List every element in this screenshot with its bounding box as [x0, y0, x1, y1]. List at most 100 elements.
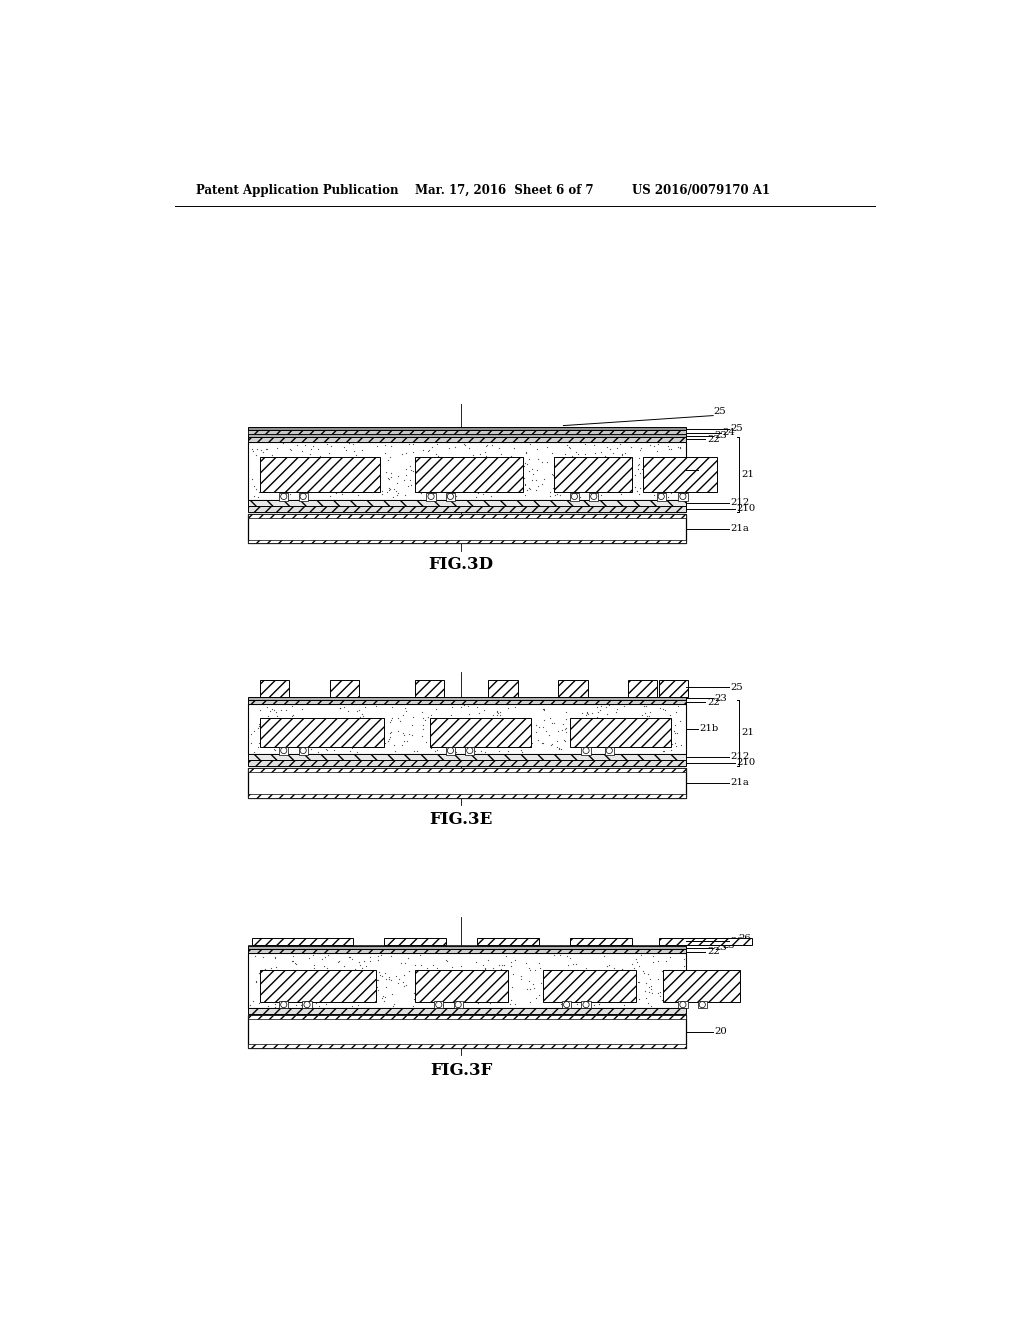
Text: 24: 24	[722, 428, 735, 437]
Circle shape	[428, 494, 434, 499]
Point	[537, 469, 553, 490]
Point	[480, 458, 497, 479]
Point	[554, 985, 570, 1006]
Point	[259, 438, 275, 459]
Point	[569, 719, 586, 741]
Point	[653, 961, 670, 982]
Text: 22: 22	[707, 436, 720, 444]
Point	[517, 484, 534, 506]
Point	[433, 723, 450, 744]
Point	[467, 454, 483, 475]
Point	[585, 711, 601, 733]
Point	[388, 480, 404, 502]
Circle shape	[447, 494, 454, 499]
Point	[367, 962, 383, 983]
Point	[510, 722, 526, 743]
Point	[456, 446, 472, 467]
Point	[342, 709, 358, 730]
Point	[635, 479, 651, 500]
Point	[410, 741, 426, 762]
Point	[356, 450, 373, 471]
Point	[341, 946, 357, 968]
Point	[513, 965, 529, 986]
Point	[579, 958, 595, 979]
Point	[367, 978, 383, 999]
Point	[524, 733, 541, 754]
Point	[327, 739, 343, 760]
Point	[577, 444, 593, 465]
Point	[512, 478, 528, 499]
Point	[248, 479, 264, 500]
Point	[623, 477, 639, 498]
Text: 21a: 21a	[730, 779, 749, 787]
Point	[596, 479, 612, 500]
Point	[313, 960, 330, 981]
Point	[383, 945, 399, 966]
Point	[459, 729, 475, 750]
Point	[347, 958, 364, 979]
Point	[259, 453, 275, 474]
Point	[427, 982, 443, 1003]
Point	[280, 981, 296, 1002]
Point	[513, 968, 529, 989]
Point	[648, 710, 665, 731]
Point	[556, 451, 572, 473]
Point	[366, 715, 382, 737]
Point	[673, 734, 689, 755]
Circle shape	[455, 1002, 461, 1007]
Point	[658, 974, 675, 995]
Bar	[248, 697, 686, 700]
Point	[364, 961, 380, 982]
Text: 212: 212	[730, 752, 750, 762]
Point	[423, 457, 439, 478]
Point	[263, 957, 280, 978]
Point	[503, 446, 519, 467]
Point	[312, 475, 329, 496]
Point	[589, 461, 605, 482]
Point	[552, 475, 568, 496]
Point	[354, 957, 371, 978]
Bar	[248, 430, 686, 434]
Point	[605, 957, 622, 978]
Point	[662, 462, 678, 483]
Point	[292, 454, 308, 475]
Point	[338, 717, 354, 738]
Point	[311, 709, 328, 730]
Point	[347, 461, 364, 482]
Point	[407, 989, 423, 1010]
Bar	[554, 457, 632, 492]
Point	[385, 479, 401, 500]
Bar	[445, 747, 455, 755]
Point	[287, 466, 303, 487]
Point	[286, 454, 302, 475]
Point	[469, 697, 485, 718]
Point	[444, 696, 461, 717]
Point	[589, 706, 605, 727]
Point	[572, 486, 589, 507]
Point	[657, 950, 674, 972]
Bar	[248, 945, 686, 946]
Point	[284, 705, 300, 726]
Point	[342, 946, 358, 968]
Point	[435, 974, 452, 995]
Point	[649, 473, 666, 494]
Point	[650, 433, 667, 454]
Point	[285, 950, 301, 972]
Point	[537, 698, 553, 719]
Text: 20: 20	[715, 1027, 727, 1036]
Point	[335, 973, 351, 994]
Point	[425, 954, 441, 975]
Point	[390, 466, 407, 487]
Point	[380, 478, 396, 499]
Point	[294, 440, 310, 461]
Point	[288, 953, 304, 974]
Point	[468, 952, 484, 973]
Point	[352, 966, 369, 987]
Point	[272, 719, 289, 741]
Point	[534, 451, 550, 473]
Point	[335, 436, 351, 457]
Point	[458, 969, 474, 990]
Point	[354, 440, 371, 461]
Point	[499, 457, 515, 478]
Point	[508, 718, 524, 739]
